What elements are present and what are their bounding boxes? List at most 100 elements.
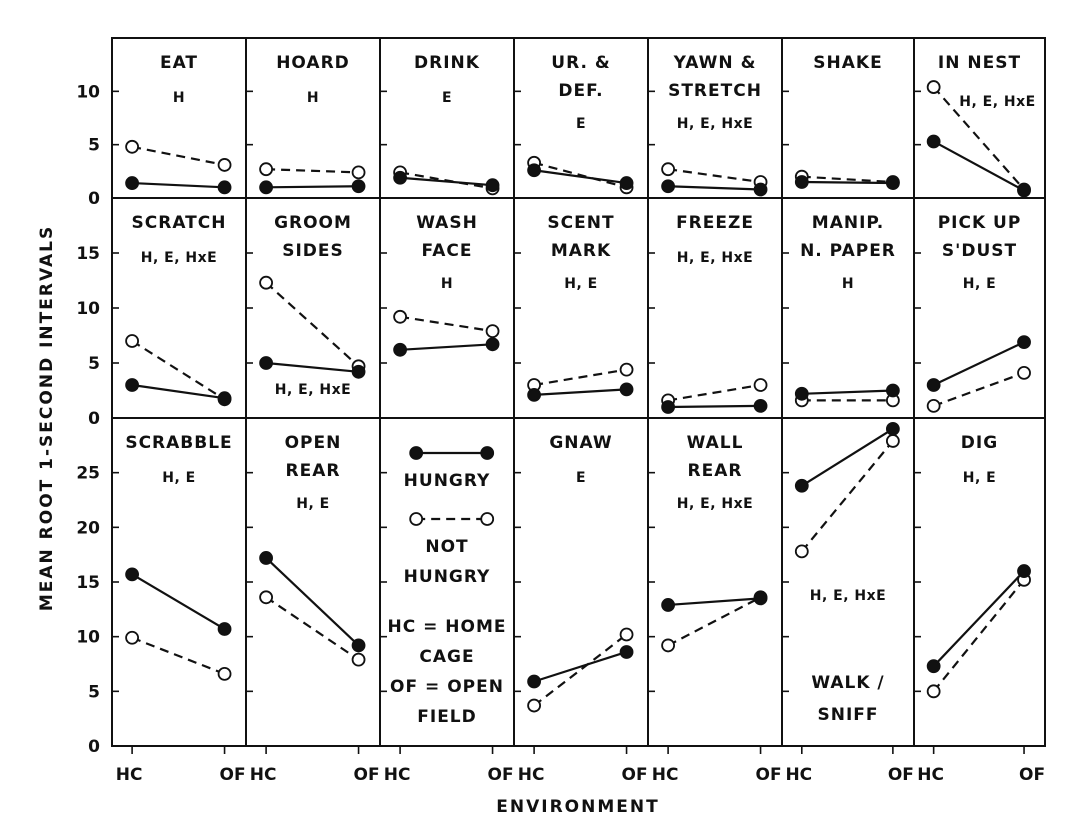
not-hungry-point (125, 139, 140, 154)
hungry-point (125, 567, 140, 582)
not-hungry-point (926, 80, 941, 94)
panel-title: GNAW (549, 433, 612, 453)
hungry-point (753, 398, 768, 413)
not-hungry-line (933, 371, 1025, 407)
not-hungry-line (932, 86, 1025, 191)
panel-title: SIDES (282, 241, 344, 261)
panel-effects-label: E (576, 470, 586, 486)
not-hungry-point (217, 158, 232, 172)
x-tick-label: HC (652, 765, 679, 785)
not-hungry-point (794, 544, 809, 559)
hungry-point (1017, 335, 1031, 350)
not-hungry-point (485, 324, 500, 339)
hungry-point (753, 182, 768, 197)
panel-wash-face: WASH FACE H (393, 213, 500, 357)
panel-manip-n-paper: MANIP. N. PAPER H (794, 213, 900, 408)
x-tick-label: HC (518, 765, 545, 785)
panel-pick-up-s-dust: PICK UP S'DUST H, E (926, 213, 1031, 413)
not-hungry-line (932, 579, 1025, 693)
not-hungry-point (393, 309, 408, 324)
hungry-line (265, 361, 359, 373)
panel-effects-label: H (307, 90, 319, 106)
x-tick-label: OF (1019, 765, 1045, 785)
panel-effects-label: H (842, 276, 854, 292)
not-hungry-line (533, 161, 627, 189)
x-tick-label: HC (917, 765, 944, 785)
hungry-line (131, 573, 226, 630)
panel-title: SNIFF (817, 705, 878, 725)
hungry-line (132, 181, 225, 189)
not-hungry-point (259, 162, 274, 177)
not-hungry-point (351, 165, 366, 180)
panel-effects-label: H, E, HxE (810, 588, 886, 604)
panel-title: STRETCH (668, 81, 762, 101)
not-hungry-line (533, 633, 628, 707)
panel-title: HOARD (276, 53, 350, 73)
panel-scrabble: SCRABBLE H, E (125, 433, 232, 681)
hungry-point (926, 134, 941, 149)
not-hungry-line (399, 315, 493, 333)
not-hungry-point (926, 684, 941, 699)
panel-gnaw: GNAW E (527, 433, 634, 713)
hungry-point (485, 178, 500, 193)
hungry-line (400, 176, 493, 187)
hungry-point (619, 382, 634, 397)
x-tick-label: HC (384, 765, 411, 785)
panel-dig: DIG H, E (926, 433, 1031, 699)
x-axis-layer: HC OF HC OF HC OF HC OF HC OF HC OF HC OF (116, 746, 1045, 785)
hungry-point (351, 364, 366, 379)
not-hungry-line (533, 368, 627, 387)
panel-title: YAWN & (673, 53, 757, 73)
hungry-point (619, 645, 634, 659)
not-hungry-line (667, 596, 762, 647)
hungry-point (351, 179, 366, 194)
hungry-point (217, 622, 232, 636)
hungry-line (801, 389, 893, 395)
y-axis-layer: 0 5 10 0 5 10 15 0 5 10 15 20 25 (76, 82, 100, 757)
y-tick-label: 10 (76, 628, 100, 648)
legend-not-hungry-label: HUNGRY (404, 567, 491, 587)
panel-title: REAR (286, 461, 341, 481)
hungry-point (217, 180, 232, 195)
hungry-point (794, 478, 809, 493)
hungry-point (661, 179, 675, 194)
panel-title: GROOM (274, 213, 352, 233)
panel-title: PICK UP (938, 213, 1022, 233)
hungry-line (668, 404, 761, 409)
x-tick-label: OF (488, 765, 514, 785)
panel-title: SCENT (547, 213, 614, 233)
panel-title: MARK (551, 241, 611, 261)
y-tick-label: 20 (76, 518, 100, 538)
legend-not-hungry-label: NOT (425, 537, 468, 557)
panel-hoard: HOARD H (259, 53, 366, 195)
y-tick-label: 0 (88, 737, 100, 757)
not-hungry-point (259, 275, 274, 290)
hungry-point (527, 387, 541, 402)
panels-layer: EAT H HOARD H DRINK E UR. & DEF. E YAWN & STRETCH H… (111, 37, 1046, 747)
not-hungry-line (801, 175, 893, 184)
panel-title: SHAKE (813, 53, 882, 73)
panel-freeze: FREEZE H, E, HxE (661, 213, 768, 414)
panel-effects-label: H, E, HxE (677, 250, 753, 266)
not-hungry-point (619, 362, 634, 377)
hungry-point (259, 356, 274, 370)
panel-yawn-stretch: YAWN & STRETCH H, E, HxE (661, 53, 768, 197)
hungry-point (393, 342, 408, 357)
hungry-line (533, 169, 627, 185)
panel-title: SCRABBLE (125, 433, 232, 453)
hungry-point (926, 659, 941, 674)
panel-effects-label: H (441, 276, 453, 292)
legend-panel: HUNGRY NOT HUNGRY HC = HOME CAGE OF = OPEN FIE… (388, 446, 506, 727)
not-hungry-line (265, 596, 360, 661)
not-hungry-line (131, 145, 225, 167)
not-hungry-line (667, 383, 761, 402)
panel-effects-label: H, E (963, 470, 996, 486)
legend-note: OF = OPEN (390, 677, 504, 697)
panel-eat: EAT H (125, 53, 232, 195)
hungry-point (1017, 564, 1031, 578)
hungry-point (885, 383, 900, 398)
y-axis-title: MEAN ROOT 1-SECOND INTERVALS (37, 225, 57, 611)
panel-effects-label: H, E (296, 496, 329, 512)
panel-effects-label: E (576, 116, 586, 132)
